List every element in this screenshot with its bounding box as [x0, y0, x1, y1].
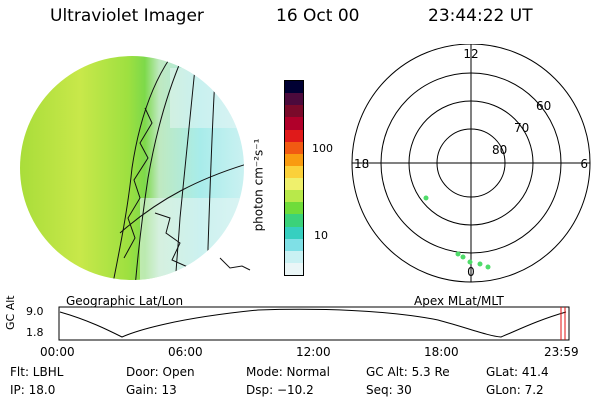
timeline-xtick-1: 06:00: [168, 345, 203, 359]
colorbar-tick-100: 100: [312, 142, 333, 155]
lat-label-70: 70: [514, 121, 529, 135]
timeline-ytick-top: 9.0: [26, 305, 44, 318]
colorbar-swatch: [285, 190, 303, 203]
timeline-ytick-bottom: 1.8: [26, 326, 44, 339]
colorbar-swatch: [285, 81, 303, 94]
footer-dsp: Dsp: −10.2: [246, 383, 314, 397]
colorbar-swatch: [285, 153, 303, 166]
geographic-caption: Geographic Lat/Lon: [66, 294, 184, 308]
colorbar-swatch: [285, 214, 303, 227]
timeline-axis-label: GC Alt: [4, 295, 17, 330]
colorbar-swatch: [285, 117, 303, 130]
colorbar-unit-label: photon cm⁻²s⁻¹: [251, 138, 266, 232]
colorbar-swatch: [285, 202, 303, 215]
date-label: 16 Oct 00: [276, 6, 360, 26]
polar-plot: 12 18 6 0 60 70 80: [351, 44, 591, 283]
footer-gain: Gain: 13: [126, 383, 177, 397]
lat-label-60: 60: [536, 99, 551, 113]
mlt-label-18: 18: [354, 157, 369, 171]
footer-flt: Flt: LBHL: [10, 365, 64, 379]
footer-gc-alt: GC Alt: 5.3 Re: [366, 365, 450, 379]
mlt-label-0: 0: [467, 265, 475, 279]
lat-label-80: 80: [492, 143, 507, 157]
colorbar-swatch: [285, 141, 303, 154]
colorbar-swatch: [285, 226, 303, 239]
footer-door: Door: Open: [126, 365, 195, 379]
colorbar-swatch: [285, 129, 303, 142]
timeline-xtick-0: 00:00: [40, 345, 75, 359]
instrument-title: Ultraviolet Imager: [50, 6, 204, 26]
timeline-xtick-2: 12:00: [296, 345, 331, 359]
footer-seq: Seq: 30: [366, 383, 412, 397]
colorbar-swatch: [285, 262, 303, 275]
colorbar: [284, 80, 304, 276]
footer-glat: GLat: 41.4: [486, 365, 549, 379]
footer-glon: GLon: 7.2: [486, 383, 544, 397]
footer-ip: IP: 18.0: [10, 383, 56, 397]
uv-disk: [20, 56, 244, 280]
apex-caption: Apex MLat/MLT: [414, 294, 504, 308]
colorbar-swatch: [285, 165, 303, 178]
aurora-points: [423, 195, 491, 270]
footer-mode: Mode: Normal: [246, 365, 330, 379]
colorbar-swatch: [285, 238, 303, 251]
colorbar-tick-10: 10: [314, 229, 328, 242]
timeline-xtick-4: 23:59: [544, 345, 579, 359]
mlt-label-6: 6: [580, 157, 588, 171]
colorbar-swatch: [285, 93, 303, 106]
colorbar-swatch: [285, 178, 303, 191]
uv-image-panel: [20, 56, 251, 280]
timeline-plot: [58, 306, 570, 341]
time-label: 23:44:22 UT: [428, 6, 533, 26]
mlt-label-12: 12: [463, 47, 478, 61]
colorbar-swatch: [285, 105, 303, 118]
colorbar-swatch: [285, 250, 303, 263]
timeline-xtick-3: 18:00: [424, 345, 459, 359]
